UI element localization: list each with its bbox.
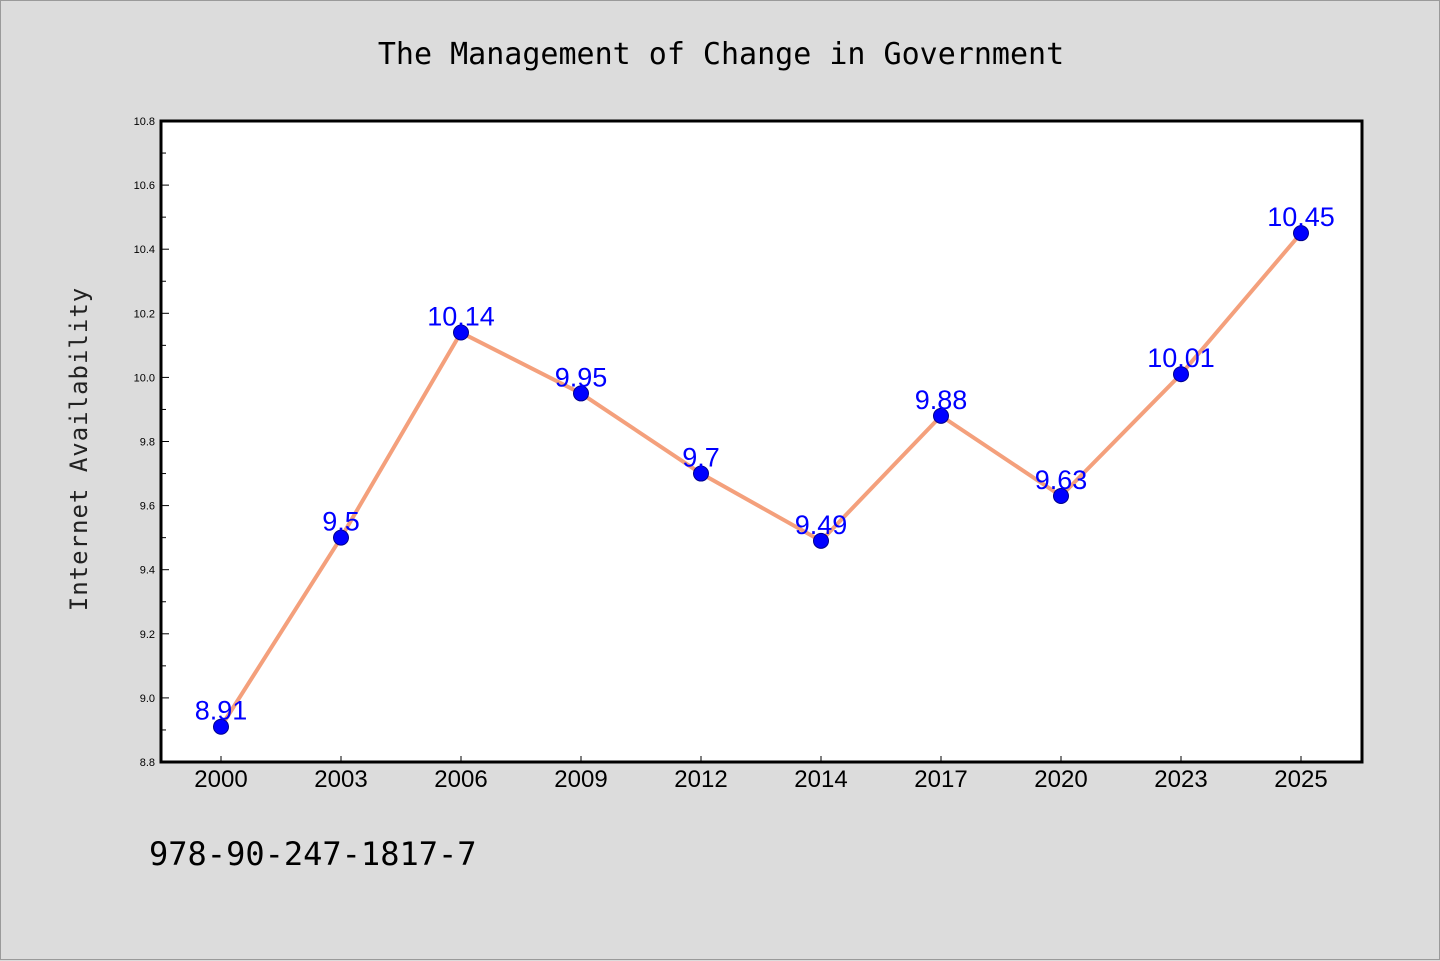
data-label: 9.49 bbox=[795, 510, 848, 540]
y-axis: 8.8 9.0 9.2 9.4 9.6 9.8 10.0 10.2 10.4 10.6 10.8 bbox=[134, 116, 169, 769]
data-label: 9.88 bbox=[915, 385, 968, 415]
data-labels: 8.91 9.5 10.14 9.95 9.7 9.49 9.88 9.63 10.01 10.4… bbox=[195, 202, 1335, 726]
y-tick-label: 9.0 bbox=[140, 693, 155, 705]
y-tick-label: 10.6 bbox=[134, 180, 155, 192]
y-tick-label: 10.8 bbox=[134, 116, 155, 128]
y-tick-label: 8.8 bbox=[140, 757, 155, 769]
data-label: 10.14 bbox=[427, 302, 495, 332]
x-tick-label: 2000 bbox=[194, 766, 247, 793]
data-label: 9.5 bbox=[322, 507, 360, 537]
data-point bbox=[1173, 366, 1189, 383]
y-tick-label: 9.4 bbox=[140, 565, 155, 577]
y-tick-label: 9.2 bbox=[140, 629, 155, 641]
isbn-text: 978-90-247-1817-7 bbox=[149, 835, 477, 873]
data-label: 10.45 bbox=[1267, 202, 1335, 232]
x-tick-label: 2014 bbox=[794, 766, 847, 793]
data-point bbox=[333, 529, 349, 546]
data-point bbox=[933, 407, 949, 424]
data-point bbox=[453, 324, 469, 341]
y-tick-label: 10.4 bbox=[134, 244, 155, 256]
data-point bbox=[693, 465, 709, 482]
x-tick-label: 2012 bbox=[674, 766, 727, 793]
data-point bbox=[213, 718, 229, 735]
plot-frame bbox=[159, 119, 1364, 764]
data-label: 9.63 bbox=[1035, 465, 1088, 495]
x-tick-label: 2025 bbox=[1274, 766, 1327, 793]
x-tick-label: 2020 bbox=[1034, 766, 1087, 793]
plot-area bbox=[161, 121, 1362, 762]
x-tick-label: 2009 bbox=[554, 766, 607, 793]
x-tick-label: 2006 bbox=[434, 766, 487, 793]
data-markers bbox=[213, 225, 1309, 735]
data-label: 8.91 bbox=[195, 696, 248, 726]
data-label: 10.01 bbox=[1147, 343, 1215, 373]
y-tick-label: 9.6 bbox=[140, 501, 155, 513]
y-tick-label: 10.0 bbox=[134, 372, 155, 384]
y-tick-label: 9.8 bbox=[140, 437, 155, 449]
data-point bbox=[573, 385, 589, 402]
y-tick-label: 10.2 bbox=[134, 308, 155, 320]
y-axis-label: Internet Availability bbox=[65, 287, 93, 611]
x-tick-label: 2003 bbox=[314, 766, 367, 793]
data-point bbox=[1053, 487, 1069, 504]
chart-title: The Management of Change in Government bbox=[378, 37, 1064, 72]
data-label: 9.7 bbox=[682, 443, 720, 473]
data-point bbox=[813, 532, 829, 549]
x-tick-label: 2017 bbox=[914, 766, 967, 793]
data-label: 9.95 bbox=[555, 362, 608, 392]
x-axis: 2000 2003 2006 2009 2012 2014 2017 2020 2023 2025 bbox=[194, 756, 1328, 793]
x-tick-label: 2023 bbox=[1154, 766, 1207, 793]
series-line bbox=[219, 231, 1303, 728]
data-point bbox=[1293, 225, 1309, 242]
